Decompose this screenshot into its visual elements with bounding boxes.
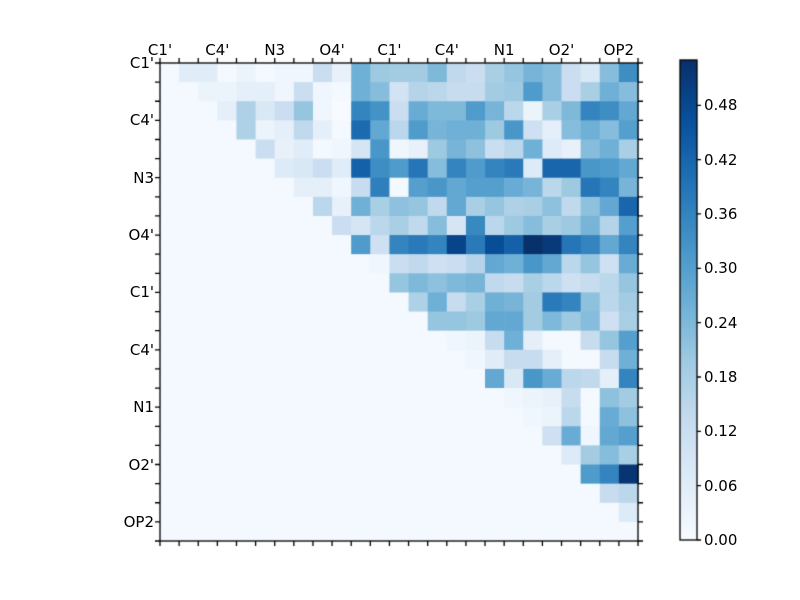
colorbar-tick-label: 0.12 xyxy=(704,422,738,441)
colorbar-tick-label: 0.42 xyxy=(704,150,738,169)
x-axis-label: N1 xyxy=(493,41,515,59)
colorbar-tick-label: 0.18 xyxy=(704,367,738,386)
colorbar-tick-label: 0.30 xyxy=(704,259,738,278)
y-axis-label: C1' xyxy=(129,54,154,72)
y-axis-label: O2' xyxy=(128,455,154,474)
x-axis-label: C4' xyxy=(205,41,230,59)
colorbar-tick-label: 0.06 xyxy=(704,476,738,495)
y-axis-label: N3 xyxy=(133,168,154,187)
colorbar-tick-label: 0.00 xyxy=(704,531,738,549)
x-axis-label: C4' xyxy=(434,41,459,59)
x-axis-label: O4' xyxy=(319,41,345,59)
y-axis-label: OP2 xyxy=(123,512,154,531)
x-axis-label: C1' xyxy=(147,41,173,59)
y-axis-label: O4' xyxy=(128,226,154,245)
y-axis-label: C4' xyxy=(129,111,154,130)
colorbar-tick-label: 0.48 xyxy=(704,96,738,115)
x-axis-label: O2' xyxy=(548,41,575,59)
x-axis-label: OP2 xyxy=(603,41,635,59)
x-axis-label: N3 xyxy=(264,41,286,59)
colorbar-tick-label: 0.36 xyxy=(704,204,738,223)
y-axis-label: N1 xyxy=(133,398,154,417)
y-axis-label: C4' xyxy=(129,340,154,359)
x-axis-label: C1' xyxy=(377,41,402,59)
y-axis-label: C1' xyxy=(129,283,154,302)
colorbar-tick-label: 0.24 xyxy=(704,313,738,332)
